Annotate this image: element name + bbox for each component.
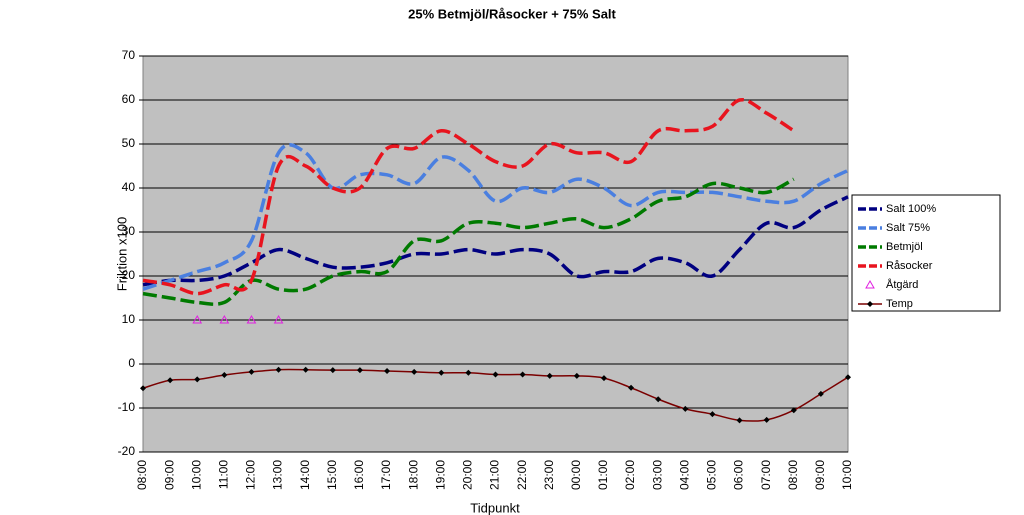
marker: [655, 396, 662, 403]
marker: [273, 314, 284, 324]
x-tick-label: 02:00: [623, 460, 637, 490]
marker: [519, 371, 526, 378]
x-tick-label: 06:00: [732, 460, 746, 490]
x-tick-label: 08:00: [786, 460, 800, 490]
legend-marker: [865, 279, 875, 289]
y-tick-label: 70: [122, 48, 136, 62]
legend-label: Temp: [886, 298, 913, 310]
x-tick-label: 09:00: [162, 460, 176, 490]
y-tick-label: 40: [122, 180, 136, 194]
marker: [356, 367, 363, 374]
legend: [851, 194, 1001, 312]
y-tick-label: 0: [128, 356, 135, 370]
marker: [248, 368, 255, 375]
marker: [790, 407, 797, 414]
x-tick-label: 23:00: [542, 460, 556, 490]
marker: [546, 372, 553, 379]
y-tick-label: 30: [122, 224, 136, 238]
x-tick-label: 13:00: [271, 460, 285, 490]
x-tick-label: 18:00: [406, 460, 420, 490]
marker: [302, 366, 309, 373]
marker: [573, 372, 580, 379]
series-line: [142, 97, 795, 296]
y-axis-label: Friktion x100: [114, 217, 129, 291]
x-tick-label: 17:00: [379, 460, 393, 490]
y-tick-label: -20: [118, 444, 136, 458]
x-tick-label: 11:00: [217, 460, 231, 489]
x-tick-label: 19:00: [433, 460, 447, 490]
marker: [194, 376, 201, 383]
marker: [219, 314, 230, 324]
marker: [845, 374, 851, 381]
legend-label: Råsocker: [886, 260, 933, 272]
marker: [167, 377, 174, 384]
x-tick-label: 03:00: [650, 460, 664, 490]
series-line: [142, 143, 849, 291]
marker: [628, 384, 635, 391]
marker: [600, 375, 607, 382]
x-tick-label: 05:00: [705, 460, 719, 490]
y-tick-label: 10: [122, 312, 136, 326]
marker: [329, 367, 336, 374]
legend-label: Salt 100%: [886, 203, 936, 215]
x-tick-label: 10:00: [840, 460, 854, 490]
marker: [736, 417, 743, 424]
x-tick-label: 01:00: [596, 460, 610, 490]
marker: [275, 366, 282, 373]
legend-label: Salt 75%: [886, 222, 930, 234]
marker: [384, 368, 391, 375]
x-tick-label: 04:00: [677, 460, 691, 490]
y-tick-label: 60: [122, 92, 136, 106]
x-tick-label: 09:00: [813, 460, 827, 490]
x-tick-label: 21:00: [488, 460, 502, 490]
x-axis-label: Tidpunkt: [470, 500, 520, 515]
legend-marker: [867, 301, 873, 307]
x-tick-label: 14:00: [298, 460, 312, 490]
x-tick-label: 00:00: [569, 460, 583, 490]
y-tick-label: 20: [122, 268, 136, 282]
legend-label: Åtgärd: [886, 278, 918, 291]
x-tick-label: 20:00: [461, 460, 475, 490]
marker: [763, 416, 770, 423]
marker: [682, 405, 689, 412]
marker: [221, 372, 228, 378]
x-tick-label: 16:00: [352, 460, 366, 490]
y-tick-label: -10: [118, 400, 136, 414]
marker: [817, 390, 824, 397]
marker: [465, 369, 472, 376]
marker: [709, 411, 716, 418]
y-tick-label: 50: [122, 136, 136, 150]
legend-label: Betmjöl: [886, 241, 923, 253]
x-tick-label: 12:00: [244, 460, 258, 490]
marker: [192, 314, 203, 324]
marker: [140, 385, 146, 392]
chart-title: 25% Betmjöl/Råsocker + 75% Salt: [408, 6, 616, 21]
x-tick-label: 07:00: [759, 460, 773, 490]
x-tick-label: 15:00: [325, 460, 339, 490]
x-tick-label: 08:00: [135, 460, 149, 490]
x-tick-label: 22:00: [515, 460, 529, 490]
x-tick-label: 10:00: [189, 460, 203, 490]
marker: [246, 314, 257, 324]
marker: [438, 369, 445, 376]
marker: [411, 368, 418, 375]
marker: [492, 371, 499, 378]
